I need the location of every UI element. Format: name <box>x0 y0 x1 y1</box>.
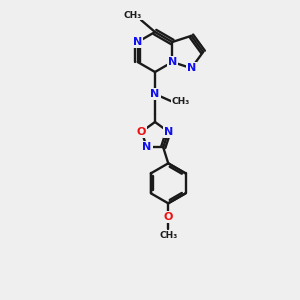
Text: N: N <box>133 37 142 47</box>
Text: N: N <box>150 89 160 99</box>
Text: CH₃: CH₃ <box>159 231 177 240</box>
Text: CH₃: CH₃ <box>124 11 142 20</box>
Text: O: O <box>137 127 146 137</box>
Text: N: N <box>187 63 196 73</box>
Text: CH₃: CH₃ <box>172 98 190 106</box>
Text: N: N <box>164 127 173 137</box>
Text: O: O <box>164 212 173 222</box>
Text: N: N <box>142 142 152 152</box>
Text: N: N <box>168 57 177 67</box>
